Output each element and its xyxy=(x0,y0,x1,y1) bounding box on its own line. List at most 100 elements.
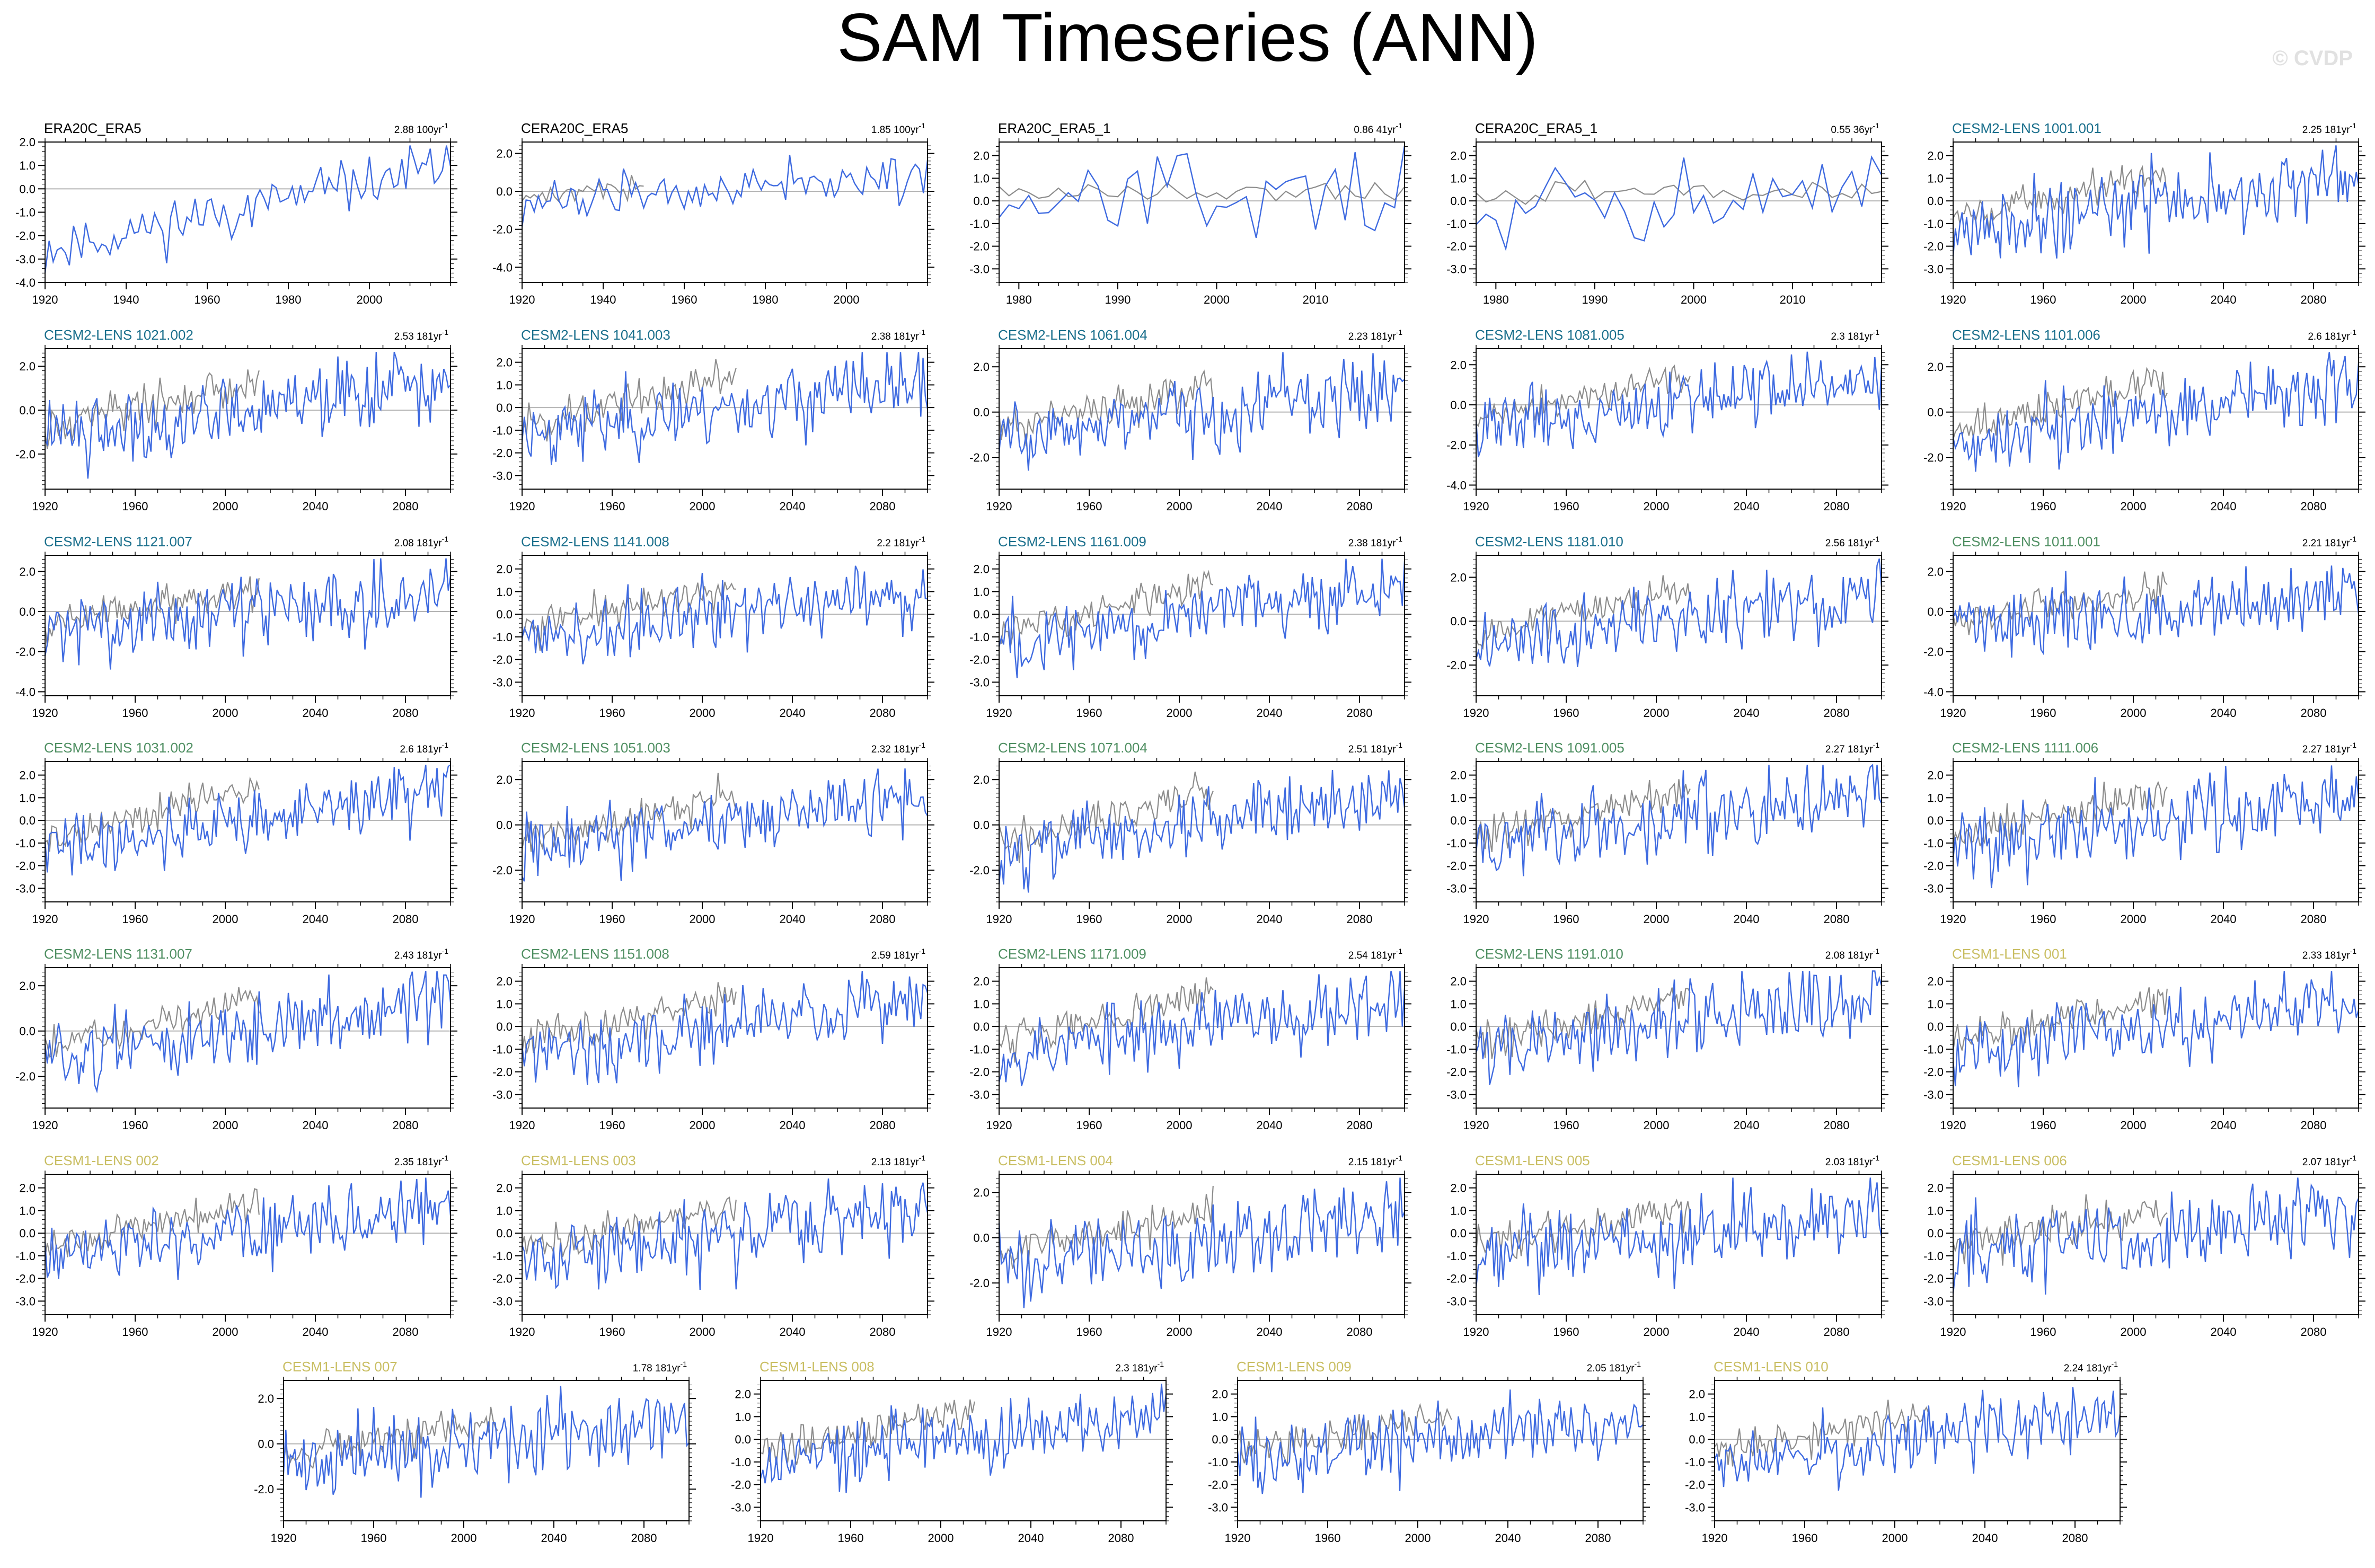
model-series-line xyxy=(1476,155,1883,252)
panel-title: CESM1-LENS 005 xyxy=(1475,1153,1590,1168)
panel-title: CESM2-LENS 1111.006 xyxy=(1952,740,2098,756)
chart-panel: CESM2-LENS 1131.007 2.43 181yr-1 1920 1960 2… xyxy=(15,946,457,1132)
x-tick-label: 1960 xyxy=(122,913,148,926)
y-tick-label: -4.0 xyxy=(1923,685,1944,698)
y-tick-label: -1.0 xyxy=(492,1250,513,1263)
model-series-line xyxy=(1952,565,2360,658)
x-tick-label: 2000 xyxy=(1644,1325,1670,1339)
x-tick-label: 2000 xyxy=(1167,1119,1193,1132)
y-tick-label: 1.0 xyxy=(496,378,513,392)
model-series-line xyxy=(521,768,929,882)
observed-series-line xyxy=(1952,781,2168,847)
x-tick-label: 2000 xyxy=(1644,913,1670,926)
y-tick-label: -2.0 xyxy=(1923,1066,1944,1079)
x-tick-label: 1920 xyxy=(986,1119,1012,1132)
model-series-line xyxy=(998,971,1406,1086)
y-tick-label: 2.0 xyxy=(1450,358,1467,371)
x-tick-label: 2040 xyxy=(780,1119,806,1132)
chart-panel: CESM2-LENS 1091.005 2.27 181yr-1 1920 1960 2… xyxy=(1446,740,1888,926)
chart-panel: CESM1-LENS 003 2.13 181yr-1 1920 1960 2000 20… xyxy=(492,1153,934,1339)
panel-title: CESM1-LENS 001 xyxy=(1952,946,2067,962)
x-tick-label: 2080 xyxy=(870,500,896,513)
x-tick-label: 1940 xyxy=(590,293,616,306)
y-tick-label: 2.0 xyxy=(19,136,36,149)
y-tick-label: -2.0 xyxy=(1446,860,1467,873)
x-tick-label: 1920 xyxy=(1940,1119,1966,1132)
y-tick-label: -2.0 xyxy=(1446,1272,1467,1286)
model-series-line xyxy=(1952,1177,2360,1295)
x-tick-label: 2080 xyxy=(2301,1325,2327,1339)
trend-label: 2.59 181yr-1 xyxy=(871,947,925,961)
observed-series-line xyxy=(999,1185,1214,1269)
trend-label: 1.85 100yr-1 xyxy=(871,121,925,136)
x-tick-label: 2040 xyxy=(2211,500,2237,513)
panel-title: CESM2-LENS 1101.006 xyxy=(1952,327,2100,343)
model-series-line xyxy=(760,1384,1167,1493)
x-tick-label: 2000 xyxy=(1167,500,1193,513)
x-tick-label: 1960 xyxy=(2030,1119,2056,1132)
x-tick-label: 1920 xyxy=(509,913,535,926)
chart-panel: CESM2-LENS 1121.007 2.08 181yr-1 1920 1960 2… xyxy=(15,534,457,720)
y-tick-label: 0.0 xyxy=(1450,194,1467,208)
x-tick-label: 1920 xyxy=(509,706,535,720)
y-tick-label: -4.0 xyxy=(492,261,513,274)
chart-panel: CESM1-LENS 007 1.78 181yr-1 1920 1960 2000 20… xyxy=(254,1359,696,1545)
model-series-line xyxy=(521,971,929,1085)
y-tick-label: -1.0 xyxy=(1923,1250,1944,1263)
trend-label: 2.07 181yr-1 xyxy=(2302,1154,2356,1168)
model-series-line xyxy=(521,155,929,227)
y-tick-label: -3.0 xyxy=(1208,1501,1228,1514)
y-tick-label: 1.0 xyxy=(973,172,990,185)
observed-series-line xyxy=(521,359,737,442)
y-tick-label: 1.0 xyxy=(496,585,513,598)
trend-label: 2.23 181yr-1 xyxy=(1348,328,1402,342)
trend-label: 0.55 36yr-1 xyxy=(1831,121,1879,136)
panel-title: CESM1-LENS 004 xyxy=(998,1153,1113,1168)
y-tick-label: -1.0 xyxy=(1446,217,1467,231)
x-tick-label: 2080 xyxy=(1824,913,1850,926)
y-tick-label: 2.0 xyxy=(19,360,36,373)
y-tick-label: 2.0 xyxy=(1689,1388,1705,1401)
y-tick-label: 2.0 xyxy=(735,1388,751,1401)
y-tick-label: 0.0 xyxy=(496,819,513,832)
panel-title: CESM2-LENS 1091.005 xyxy=(1475,740,1624,756)
x-tick-label: 1920 xyxy=(509,1325,535,1339)
chart-panel: CESM1-LENS 010 2.24 181yr-1 1920 1960 2000 20… xyxy=(1685,1359,2127,1545)
panel-title: CESM2-LENS 1131.007 xyxy=(44,946,192,962)
y-tick-label: 0.0 xyxy=(1927,194,1944,208)
trend-label: 2.51 181yr-1 xyxy=(1348,741,1402,755)
y-tick-label: -1.0 xyxy=(1446,1250,1467,1263)
panel-frame xyxy=(999,141,1405,283)
x-tick-label: 1960 xyxy=(1315,1531,1341,1545)
y-tick-label: -2.0 xyxy=(1685,1478,1705,1492)
y-tick-label: 0.0 xyxy=(19,404,36,417)
x-tick-label: 2080 xyxy=(2301,706,2327,720)
chart-panel: CESM2-LENS 1051.003 2.32 181yr-1 1920 1960 2… xyxy=(492,740,934,926)
x-tick-label: 1960 xyxy=(122,1325,148,1339)
x-tick-label: 2000 xyxy=(928,1531,954,1545)
x-tick-label: 1960 xyxy=(1076,500,1102,513)
x-tick-label: 1920 xyxy=(32,293,58,306)
chart-panel: CESM2-LENS 1001.001 2.25 181yr-1 1920 1960 2… xyxy=(1923,120,2365,306)
x-tick-label: 2080 xyxy=(2301,1119,2327,1132)
y-tick-label: 1.0 xyxy=(496,1204,513,1217)
panel-frame xyxy=(1953,967,2359,1109)
chart-panel: CERA20C_ERA5_1 0.55 36yr-1 1980 1990 2000 201… xyxy=(1446,120,1888,306)
x-tick-label: 1960 xyxy=(838,1531,864,1545)
x-tick-label: 1920 xyxy=(1940,500,1966,513)
x-tick-label: 1920 xyxy=(1940,706,1966,720)
y-tick-label: -2.0 xyxy=(254,1483,274,1496)
trend-label: 2.88 100yr-1 xyxy=(394,121,448,136)
x-tick-label: 2080 xyxy=(393,500,419,513)
x-tick-label: 2010 xyxy=(1303,293,1329,306)
model-series-line xyxy=(1475,764,1883,876)
y-tick-label: 1.0 xyxy=(973,585,990,598)
model-series-line xyxy=(1475,558,1883,667)
y-tick-label: 2.0 xyxy=(1927,1182,1944,1195)
y-tick-label: 2.0 xyxy=(19,1182,36,1195)
x-tick-label: 1960 xyxy=(672,293,698,306)
model-series-line xyxy=(44,351,451,479)
x-tick-label: 2080 xyxy=(870,1325,896,1339)
x-tick-label: 1920 xyxy=(748,1531,774,1545)
panel-frame xyxy=(45,141,451,283)
